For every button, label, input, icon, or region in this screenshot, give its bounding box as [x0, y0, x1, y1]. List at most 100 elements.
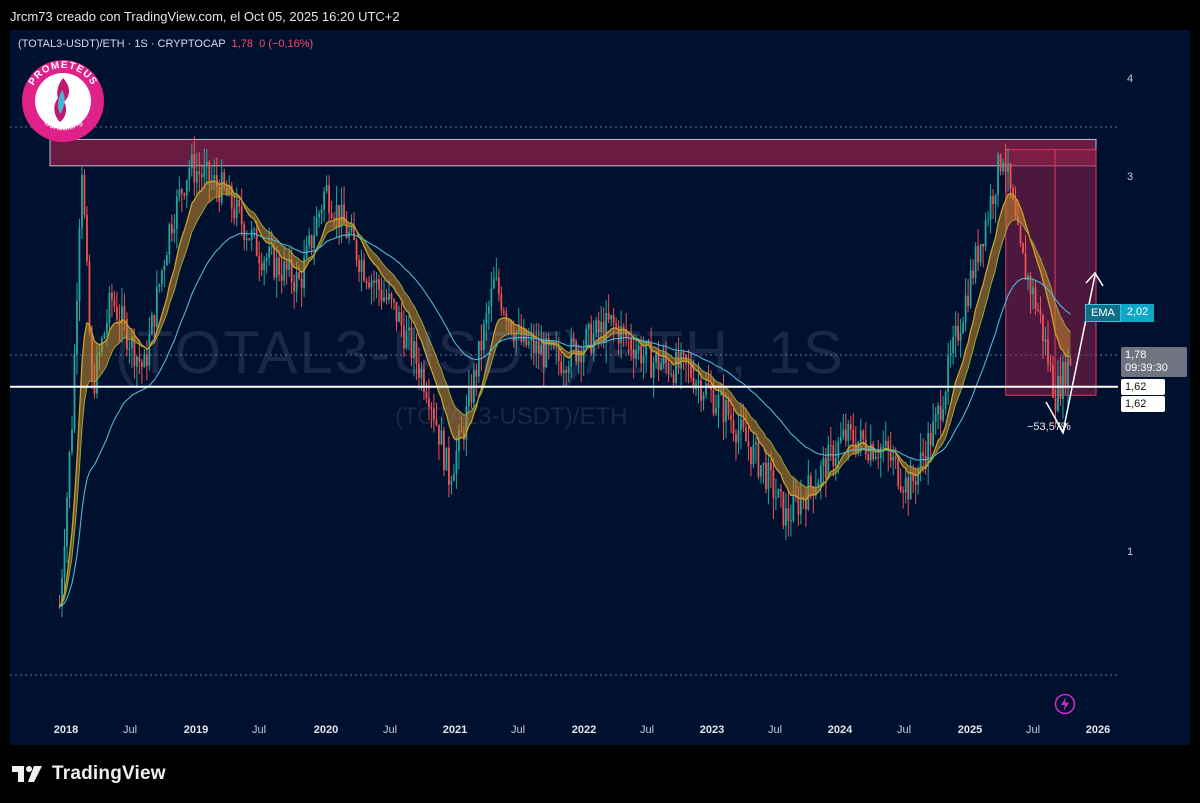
candle-body	[799, 497, 802, 515]
candle-body	[86, 215, 88, 262]
candle-body	[278, 257, 281, 275]
candle-body	[542, 344, 545, 368]
candle-body	[76, 301, 78, 355]
lightning-icon[interactable]	[1054, 693, 1076, 715]
candle-body	[195, 171, 198, 183]
candle-body	[305, 245, 308, 258]
candle-body	[423, 369, 425, 393]
candle-body	[560, 361, 563, 374]
candle-body	[455, 450, 458, 475]
candle-body	[238, 199, 241, 207]
candle-body	[300, 278, 303, 288]
candle-body	[760, 465, 762, 477]
candle-body	[737, 430, 740, 443]
candle-body	[692, 377, 695, 390]
candle-body	[343, 204, 345, 224]
candle-body	[275, 257, 278, 278]
candle-body	[687, 363, 690, 365]
candle-body	[750, 446, 752, 465]
time-axis-label: Jul	[122, 724, 138, 736]
candle-body	[909, 472, 912, 500]
candle-body	[183, 193, 186, 196]
candle-body	[932, 421, 935, 446]
candle-body	[740, 419, 742, 431]
candle-body	[66, 497, 68, 547]
candle-body	[198, 171, 201, 175]
candle-body	[497, 277, 500, 294]
candle-body	[550, 342, 553, 346]
candle-body	[902, 490, 905, 493]
candle-body	[340, 204, 343, 228]
candle-body	[173, 229, 176, 234]
candle-body	[615, 323, 618, 327]
candle-body	[433, 408, 435, 420]
candle-body	[844, 429, 847, 441]
candle-body	[612, 315, 615, 324]
candle-body	[121, 306, 123, 325]
ema-fast-line	[58, 180, 1071, 608]
candle-body	[308, 235, 311, 246]
candle-body	[999, 154, 1002, 172]
candle-body	[303, 257, 306, 288]
candle-body	[834, 457, 837, 466]
candle-body	[545, 338, 548, 368]
candle-body	[879, 447, 882, 458]
candle-body	[480, 340, 483, 351]
candle-body	[700, 380, 702, 401]
candle-body	[590, 323, 593, 353]
candle-body	[964, 295, 967, 323]
candle-body	[617, 326, 620, 344]
time-axis-label: Jul	[251, 724, 267, 736]
candle-body	[540, 344, 543, 355]
candle-body	[917, 468, 920, 485]
last-price: 1,78	[231, 38, 253, 50]
candle-body	[335, 205, 338, 221]
candle-body	[1052, 364, 1054, 398]
candle-body	[710, 386, 712, 391]
candle-body	[974, 246, 977, 279]
candle-body	[457, 430, 460, 451]
candle-body	[318, 213, 321, 218]
candle-body	[288, 259, 291, 270]
candle-body	[824, 457, 827, 479]
candle-body	[1039, 310, 1042, 315]
tradingview-logo[interactable]: TradingView	[12, 763, 166, 785]
price-change: 0 (−0,16%)	[259, 38, 314, 50]
candle-body	[253, 228, 256, 230]
up-arrow-line	[1062, 274, 1096, 433]
candle-body	[350, 226, 353, 232]
candle-body	[502, 310, 505, 314]
candle-body	[952, 336, 955, 354]
symbol-legend[interactable]: (TOTAL3-USDT)/ETH · 1S · CRYPTOCAP 1,78 …	[18, 38, 313, 50]
candle-body	[106, 322, 108, 334]
candle-body	[842, 429, 845, 437]
candle-body	[567, 366, 570, 373]
candle-body	[445, 447, 448, 471]
candle-body	[670, 374, 672, 376]
candle-body	[360, 260, 363, 272]
candle-body	[707, 383, 710, 387]
attribution-bar: Jrcm73 creado con TradingView.com, el Oc…	[0, 0, 1200, 30]
candle-body	[535, 340, 538, 354]
support-price-tag-a: 1,62	[1121, 379, 1165, 395]
candle-body	[408, 327, 410, 331]
candle-body	[530, 337, 533, 342]
candle-body	[897, 458, 900, 486]
attribution-text: Jrcm73 creado con TradingView.com, el Oc…	[10, 9, 400, 24]
candle-body	[665, 354, 667, 364]
time-axis-label: 2024	[827, 724, 853, 736]
candle-body	[954, 325, 957, 337]
candle-body	[585, 328, 588, 349]
candle-body	[193, 154, 196, 183]
candle-body	[779, 488, 782, 492]
candle-body	[632, 349, 635, 359]
candle-body	[388, 293, 390, 300]
candle-body	[587, 323, 590, 329]
candle-body	[1009, 163, 1012, 189]
candle-body	[81, 174, 83, 228]
candle-body	[630, 337, 633, 350]
candle-body	[650, 343, 652, 378]
candle-body	[715, 408, 717, 414]
candle-body	[338, 205, 340, 228]
